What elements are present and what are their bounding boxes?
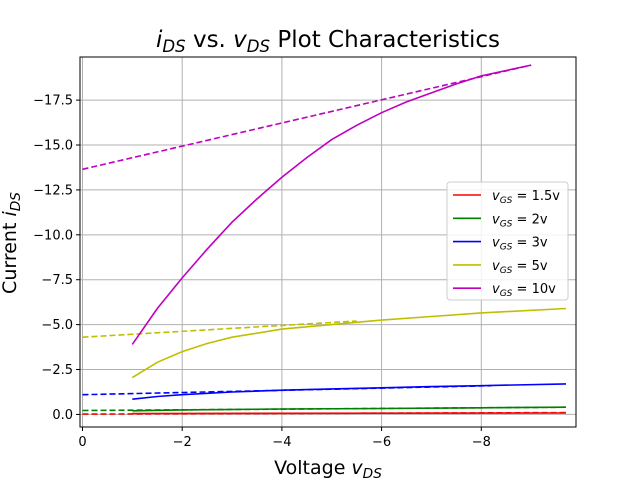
legend-equals: = [512, 282, 531, 297]
title-i: i [156, 27, 163, 53]
y-tick-label: −10.0 [33, 228, 73, 243]
series-3v-dashed-line [82, 384, 492, 396]
legend-entry: vGS = 10v [492, 282, 556, 299]
legend-entry: vGS = 1.5v [492, 189, 560, 206]
legend-name: 5v [532, 259, 548, 274]
legend-sub: GS [500, 243, 513, 253]
series-1.5v-line [132, 412, 567, 415]
y-tick-label: −2.5 [41, 363, 73, 378]
series-5v-dashed-line [82, 320, 357, 338]
legend-equals: = [512, 236, 531, 251]
y-tick-label: −12.5 [33, 183, 73, 198]
legend-entry: vGS = 3v [492, 236, 548, 253]
legend-equals: = [512, 212, 531, 227]
legend-var: v [492, 259, 500, 274]
x-tick-label: −4 [272, 435, 291, 450]
plot-frame [79, 56, 577, 428]
title-rest: Plot Characteristics [270, 27, 500, 53]
title-v: v [233, 27, 247, 53]
legend-sub: GS [500, 219, 513, 229]
title-i-sub: DS [162, 37, 185, 56]
x-tick-label: −8 [472, 435, 491, 450]
series-layer [82, 64, 567, 415]
legend-var: v [492, 212, 500, 227]
title-v-sub: DS [247, 37, 270, 56]
x-axis-label: Voltage vDS [274, 457, 382, 480]
legend-sub: GS [500, 266, 513, 276]
y-axis-label: Current iDS [0, 192, 24, 294]
legend-sub: GS [500, 289, 513, 299]
legend-entry: vGS = 5v [492, 259, 548, 276]
x-axis-label-text: Voltage [274, 457, 351, 479]
y-tick-label: −5.0 [41, 318, 73, 333]
series-2v-line [132, 406, 567, 412]
series-3v-line [132, 383, 567, 400]
legend-name: 10v [532, 282, 557, 297]
legend-name: 2v [532, 212, 548, 227]
series-5v-line [131, 307, 567, 379]
legend-sub: GS [500, 196, 513, 206]
title-mid: vs. [186, 27, 234, 53]
y-tick-label: −7.5 [41, 273, 73, 288]
series-10v-line [131, 64, 532, 345]
x-axis-label-var: v [351, 457, 363, 479]
legend-name: 1.5v [532, 189, 561, 204]
legend-equals: = [512, 189, 531, 204]
y-axis-label-sub: DS [8, 192, 24, 212]
legend-equals: = [512, 259, 531, 274]
x-axis-label-sub: DS [363, 466, 383, 480]
y-tick-label: −15.0 [33, 139, 73, 154]
ticks: 0 −2 −4 −6 −8 0.0 −2.5 −5.0 −7.5 −10.0 −12.5 −15.0 −… [33, 94, 491, 450]
legend-name: 3v [532, 236, 548, 251]
legend-var: v [492, 282, 500, 297]
legend-var: v [492, 189, 500, 204]
legend-entry: vGS = 2v [492, 212, 548, 229]
series-10v-dashed-line [82, 64, 532, 171]
chart-title: iDS vs. vDS Plot Characteristics [156, 27, 500, 56]
legend-var: v [492, 236, 500, 251]
y-tick-label: 0.0 [52, 408, 73, 423]
y-axis-label-var: i [0, 211, 21, 217]
x-tick-label: −6 [372, 435, 391, 450]
legend-frame [446, 181, 569, 301]
y-axis-label-text: Current [0, 217, 21, 294]
x-tick-label: 0 [78, 435, 86, 450]
x-tick-label: −2 [173, 435, 192, 450]
y-tick-label: −17.5 [33, 94, 73, 109]
